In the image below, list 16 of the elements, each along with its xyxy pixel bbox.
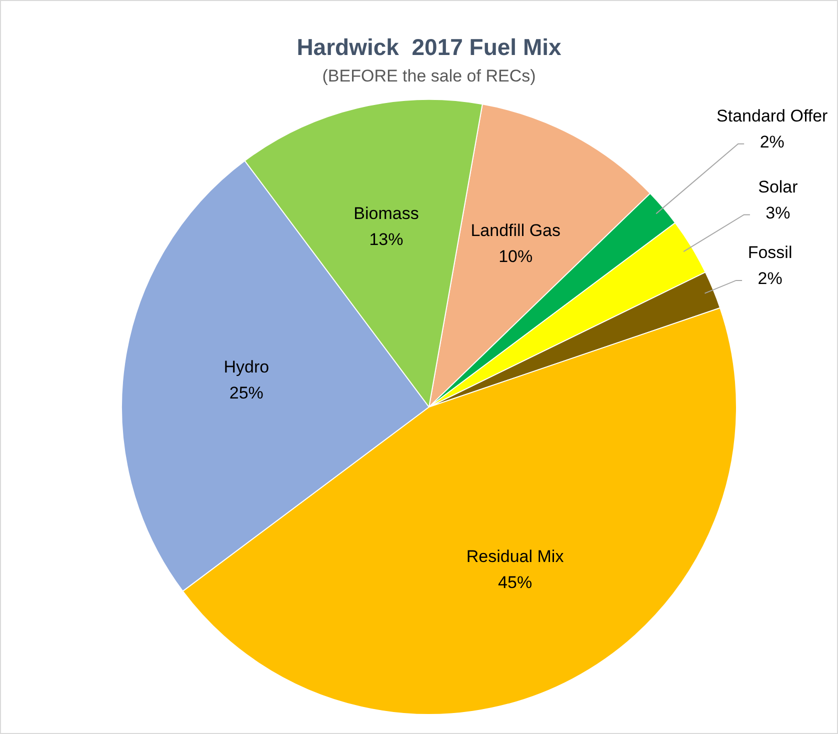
slice-label: Hydro (224, 357, 270, 376)
data-label: 45% (498, 572, 532, 592)
slice-label: Residual Mix (466, 546, 564, 566)
data-label: 13% (369, 230, 404, 250)
data-label: 10% (498, 246, 533, 266)
slice-label: Landfill Gas (470, 220, 561, 240)
slice-label: Solar (758, 177, 798, 196)
chart-title: Hardwick 2017 Fuel Mix (296, 34, 562, 60)
slice-label: Biomass (354, 204, 419, 224)
slice-label: Fossil (748, 243, 792, 262)
data-label: 25% (229, 383, 264, 402)
data-label: 2% (758, 269, 782, 288)
data-label: 2% (760, 132, 784, 152)
slice-label: Standard Offer (716, 106, 828, 126)
chart-subtitle: (BEFORE the sale of RECs) (322, 66, 536, 86)
data-label: 3% (766, 203, 790, 222)
